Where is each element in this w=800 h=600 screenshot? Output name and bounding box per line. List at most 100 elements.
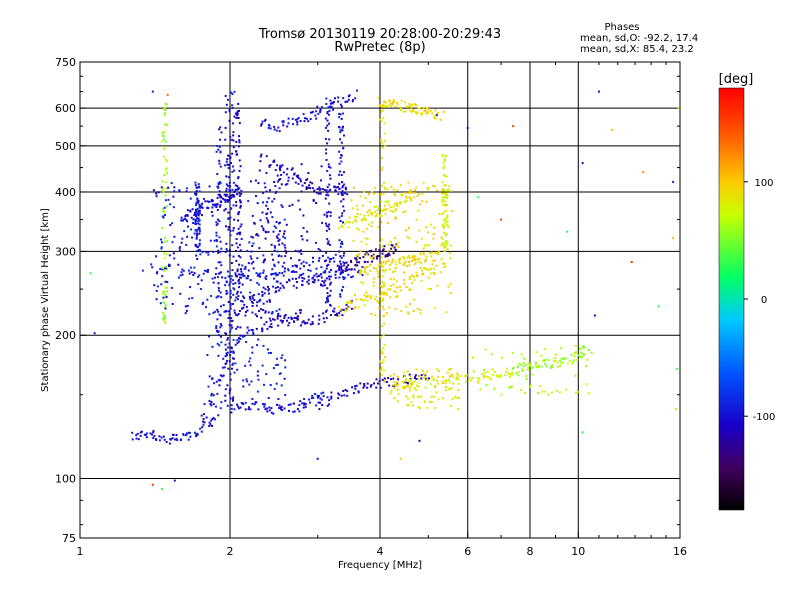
data-point <box>259 298 262 301</box>
data-point <box>311 321 314 324</box>
data-point <box>325 97 328 100</box>
data-point <box>214 276 216 279</box>
data-point <box>205 270 208 273</box>
data-point <box>310 111 313 114</box>
data-point <box>379 104 382 107</box>
data-point <box>419 252 422 255</box>
data-point <box>252 333 255 336</box>
data-point <box>354 215 357 218</box>
data-point <box>286 182 289 185</box>
data-point <box>376 299 379 302</box>
data-point <box>351 275 354 278</box>
data-point <box>576 351 578 354</box>
data-point <box>263 258 266 261</box>
data-point <box>404 379 407 382</box>
data-point <box>383 343 386 346</box>
data-point <box>273 249 276 252</box>
data-point <box>381 269 384 272</box>
data-point <box>236 232 239 235</box>
data-point <box>216 173 219 175</box>
data-point <box>231 326 234 329</box>
data-point <box>361 266 364 268</box>
data-point <box>271 312 274 315</box>
data-point <box>238 310 241 312</box>
data-point <box>211 199 214 202</box>
data-point <box>249 279 252 282</box>
data-point <box>283 218 286 221</box>
data-point <box>262 201 264 204</box>
data-point <box>241 307 243 310</box>
data-point <box>173 190 176 193</box>
data-point <box>340 289 343 292</box>
data-point <box>195 435 198 438</box>
data-point <box>316 105 319 108</box>
data-point <box>217 185 220 188</box>
data-point <box>240 299 243 302</box>
data-point <box>343 209 346 212</box>
data-point <box>253 294 255 297</box>
data-point <box>396 375 399 378</box>
data-point <box>331 106 333 109</box>
data-point <box>164 102 167 105</box>
data-point <box>428 244 431 247</box>
data-point <box>262 302 265 305</box>
data-point <box>326 299 329 302</box>
data-point <box>164 123 167 126</box>
data-point <box>239 165 242 168</box>
data-point <box>238 122 241 125</box>
data-point <box>342 309 345 311</box>
data-point <box>211 277 214 280</box>
data-point <box>316 188 319 190</box>
data-point <box>407 181 410 184</box>
data-point <box>429 110 432 113</box>
data-point <box>232 357 235 360</box>
data-point <box>446 215 449 218</box>
data-point <box>215 234 218 237</box>
data-point <box>421 200 424 203</box>
data-point <box>240 192 243 195</box>
data-point <box>316 396 319 399</box>
data-point <box>290 270 293 273</box>
data-point <box>369 200 372 203</box>
data-point <box>329 105 332 108</box>
data-point <box>220 341 223 344</box>
data-point <box>408 289 411 291</box>
data-point <box>202 272 205 275</box>
data-point <box>328 109 331 112</box>
data-point <box>357 256 359 259</box>
data-point <box>383 100 386 103</box>
data-point <box>184 215 187 218</box>
data-point <box>318 186 321 189</box>
data-point <box>450 387 453 390</box>
data-point <box>423 376 426 379</box>
data-point <box>442 237 445 240</box>
data-point <box>426 379 428 381</box>
data-point <box>326 169 329 172</box>
data-point <box>339 255 342 258</box>
data-point <box>392 278 395 281</box>
data-point <box>324 197 327 200</box>
data-point <box>383 132 386 135</box>
data-point <box>281 354 284 357</box>
data-point <box>227 200 230 203</box>
data-point <box>219 138 222 141</box>
data-point <box>437 398 440 401</box>
data-point <box>266 219 269 222</box>
data-point <box>429 268 432 271</box>
data-point <box>408 190 411 193</box>
data-point <box>323 284 326 287</box>
data-point <box>432 379 435 382</box>
data-point <box>380 256 383 259</box>
data-point <box>229 289 232 292</box>
data-point <box>327 163 330 166</box>
data-point <box>193 266 196 269</box>
data-point <box>226 384 229 387</box>
data-point <box>308 184 311 187</box>
data-point <box>234 343 237 346</box>
data-point <box>188 297 191 300</box>
data-point <box>158 439 161 442</box>
data-point <box>382 369 385 372</box>
data-point <box>233 312 236 314</box>
data-point <box>373 382 375 385</box>
data-point <box>323 281 326 284</box>
